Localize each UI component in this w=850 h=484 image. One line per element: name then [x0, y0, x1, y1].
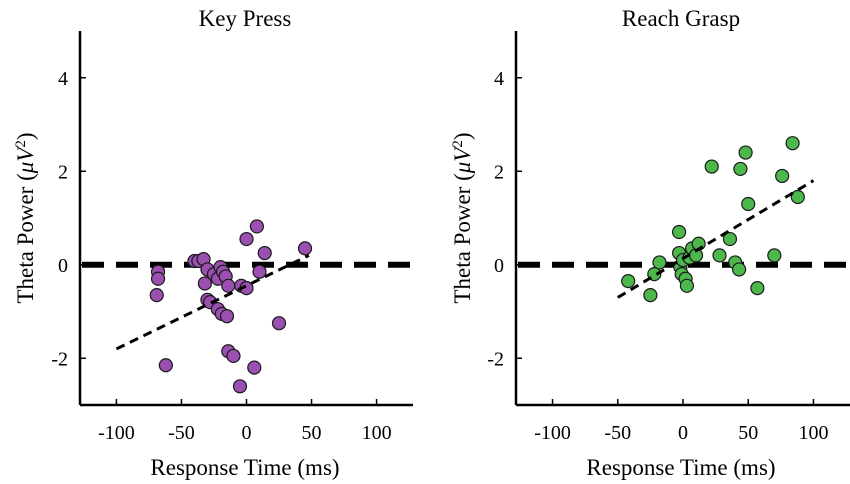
y-tick-label: 4 [58, 68, 68, 90]
data-point [767, 248, 782, 263]
data-point [679, 278, 695, 293]
data-point [239, 231, 254, 247]
data-point [232, 379, 248, 394]
data-point [150, 271, 166, 286]
data-point [158, 358, 173, 373]
data-point [722, 231, 738, 247]
data-point [712, 248, 727, 263]
y-tick-label: 4 [494, 68, 504, 90]
trend-line [115, 254, 310, 351]
x-axis-label: Response Time (ms) [586, 455, 775, 480]
data-point [149, 288, 164, 303]
y-tick-label: 0 [58, 255, 68, 277]
data-point [671, 224, 687, 240]
marks-layer: -100 -50 0 50 100 -2 0 2 4 [51, 31, 413, 444]
data-point [271, 316, 287, 331]
data-point [733, 161, 748, 177]
chart-title: Key Press [199, 6, 292, 31]
data-point [738, 145, 753, 160]
data-point [704, 159, 719, 174]
data-point [732, 262, 747, 277]
data-point [741, 196, 756, 212]
y-axis-label: Theta Power (μV2) [13, 132, 38, 303]
data-point [197, 276, 212, 291]
x-tick-label: -50 [604, 422, 631, 444]
chart-title: Reach Grasp [622, 6, 740, 31]
data-point [221, 278, 236, 293]
y-tick-label: 2 [494, 161, 504, 183]
data-point [775, 168, 790, 184]
reach-grasp-panel: Reach Grasp Theta Power (μV2) Response T… [450, 6, 850, 480]
x-tick-label: 50 [738, 422, 758, 444]
x-tick-label: 0 [242, 422, 252, 444]
marks-layer: -100 -50 0 50 100 -2 0 2 4 [487, 31, 850, 444]
x-tick-label: 100 [798, 422, 828, 444]
data-point [252, 264, 267, 279]
data-point [257, 245, 272, 261]
data-point [750, 281, 765, 296]
y-tick-label: -2 [51, 348, 68, 370]
y-axis-label: Theta Power (μV2) [450, 132, 475, 303]
x-tick-label: -100 [98, 422, 135, 444]
data-point [219, 309, 235, 324]
data-point [297, 241, 313, 256]
data-point [226, 348, 241, 364]
data-point [790, 189, 805, 205]
x-tick-label: 50 [302, 422, 322, 444]
y-tick-label: -2 [487, 348, 504, 370]
data-point [643, 288, 658, 303]
y-tick-label: 0 [494, 255, 504, 277]
trend-line [616, 179, 815, 299]
x-tick-label: 0 [678, 422, 688, 444]
x-tick-label: -100 [534, 422, 571, 444]
data-point [652, 255, 667, 270]
data-point [785, 136, 800, 151]
data-point [249, 219, 265, 234]
y-tick-label: 2 [58, 161, 68, 183]
x-axis-label: Response Time (ms) [150, 455, 339, 480]
key-press-panel: Key Press Theta Power (μV2) Response Tim… [13, 6, 413, 480]
data-point [247, 360, 262, 375]
x-tick-label: 100 [362, 422, 392, 444]
data-point [621, 274, 636, 289]
x-tick-label: -50 [168, 422, 195, 444]
